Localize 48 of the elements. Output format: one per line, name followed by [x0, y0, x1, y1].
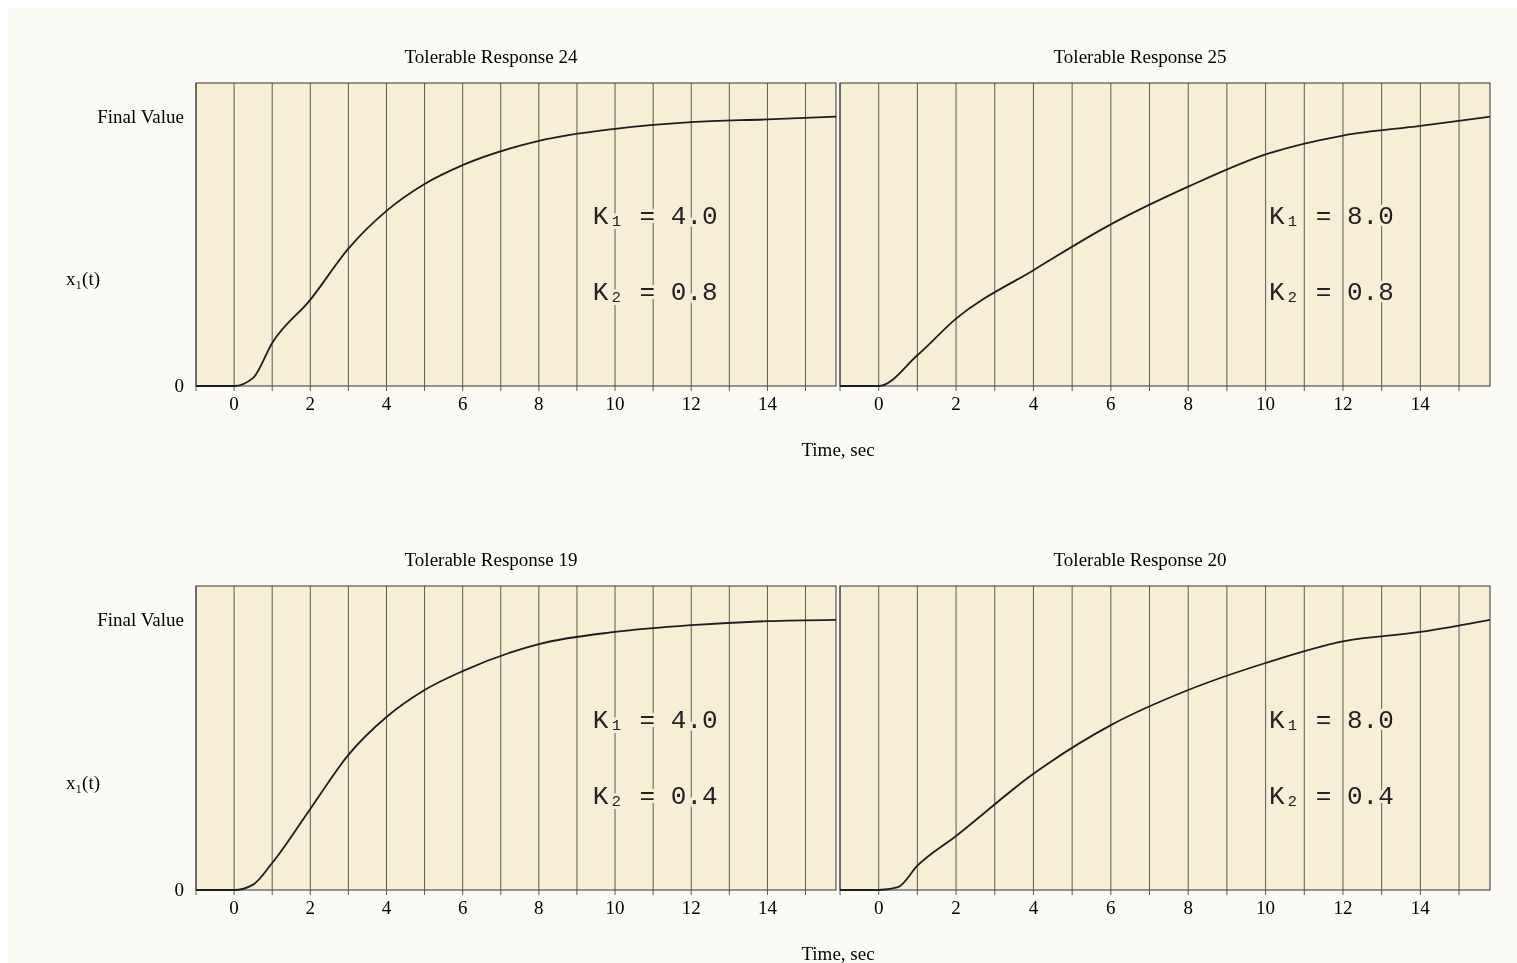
- annotation: K₂ = 0.8: [592, 277, 718, 308]
- x-tick-label: 0: [873, 897, 884, 918]
- x-tick-label: 12: [681, 897, 701, 918]
- annotation: K₂ = 0.4: [592, 781, 718, 812]
- text: 0: [174, 879, 184, 900]
- y-axis-title: x₁(t): [65, 771, 101, 794]
- text: 0: [174, 375, 184, 396]
- x-tick-label: 14: [1410, 393, 1431, 414]
- x-tick-label: 10: [1256, 897, 1276, 918]
- x-tick-label: 12: [1333, 393, 1353, 414]
- x-tick-label: 2: [951, 393, 961, 414]
- x-tick-label: 2: [305, 393, 316, 414]
- text: Final Value: [97, 608, 184, 630]
- chart-title: Tolerable Response 25: [1053, 46, 1227, 67]
- x-tick-label: 0: [873, 393, 884, 414]
- x-tick-label: 10: [605, 897, 625, 918]
- x-tick-label: 10: [1256, 393, 1276, 414]
- x-tick-label: 2: [305, 897, 316, 918]
- x-tick-label: 4: [1028, 393, 1039, 414]
- x-tick-label: 12: [681, 393, 701, 414]
- chart-title: Tolerable Response 24: [404, 46, 578, 67]
- x-tick-label: 4: [381, 897, 392, 918]
- x-tick-label: 12: [1333, 897, 1353, 918]
- x-tick-label: 8: [534, 897, 544, 918]
- x-tick-label: 4: [381, 393, 392, 414]
- x-tick-label: 6: [1106, 897, 1116, 918]
- chart-title: Tolerable Response 20: [1053, 549, 1227, 570]
- x-tick-label: 10: [605, 393, 625, 414]
- annotation: K₁ = 4.0: [592, 705, 718, 736]
- x-axis-title: Time, sec: [801, 943, 875, 963]
- x-tick-label: 6: [457, 393, 468, 414]
- x-tick-label: 4: [1028, 897, 1039, 918]
- chart-title: Tolerable Response 19: [404, 549, 578, 570]
- x-tick-label: 8: [534, 393, 544, 414]
- x-tick-label: 8: [1183, 393, 1193, 414]
- text: Final Value: [97, 105, 184, 127]
- x-tick-label: 6: [457, 897, 468, 918]
- y-axis-title: x₁(t): [65, 268, 101, 290]
- x-tick-label: 14: [757, 393, 778, 414]
- x-tick-label: 14: [1410, 897, 1431, 918]
- annotation: K₁ = 4.0: [592, 202, 718, 233]
- x-tick-label: 0: [229, 393, 239, 414]
- x-tick-label: 14: [757, 897, 778, 918]
- x-tick-label: 8: [1183, 897, 1193, 918]
- x-axis-title: Time, sec: [801, 439, 875, 460]
- x-tick-label: 2: [951, 897, 961, 918]
- x-tick-label: 6: [1106, 393, 1116, 414]
- x-tick-label: 0: [229, 897, 239, 918]
